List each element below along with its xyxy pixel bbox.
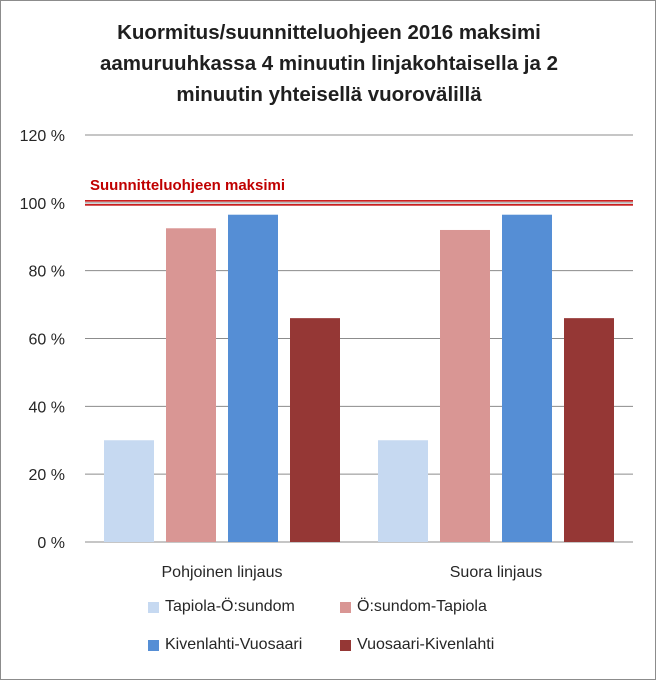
y-tick-label: 60 % (29, 332, 65, 349)
chart-title: Kuormitus/suunnitteluohjeen 2016 maksimi… (100, 21, 558, 106)
y-tick-label: 0 % (37, 535, 65, 552)
bar (166, 228, 216, 543)
bar (440, 229, 490, 542)
legend-swatch (148, 601, 159, 613)
bar (228, 214, 278, 542)
legend-swatch (340, 601, 351, 613)
bar (290, 318, 340, 542)
y-tick-label: 40 % (29, 399, 65, 416)
y-tick-label: 80 % (29, 264, 65, 281)
y-tick-label: 120 % (20, 128, 65, 145)
legend-item: Ö:sundom-Tapiola (340, 598, 487, 616)
legend-label: Kivenlahti-Vuosaari (165, 636, 303, 653)
legend-label: Tapiola-Ö:sundom (165, 598, 295, 615)
legend-item: Tapiola-Ö:sundom (148, 598, 295, 616)
reference-line-label: Suunnitteluohjeen maksimi (90, 177, 285, 194)
legend-label: Ö:sundom-Tapiola (357, 598, 487, 615)
category-label: Pohjoinen linjaus (162, 564, 283, 581)
legend-swatch (340, 639, 351, 651)
bar (564, 318, 614, 542)
y-tick-label: 20 % (29, 467, 65, 484)
y-tick-label: 100 % (20, 196, 65, 213)
legend-label: Vuosaari-Kivenlahti (357, 636, 495, 653)
legend-swatch (148, 639, 159, 651)
legend-item: Kivenlahti-Vuosaari (148, 636, 302, 654)
category-label: Suora linjaus (450, 564, 543, 581)
bar (378, 440, 428, 542)
legend-item: Vuosaari-Kivenlahti (340, 636, 494, 654)
bar (502, 214, 552, 542)
bar (104, 440, 154, 542)
